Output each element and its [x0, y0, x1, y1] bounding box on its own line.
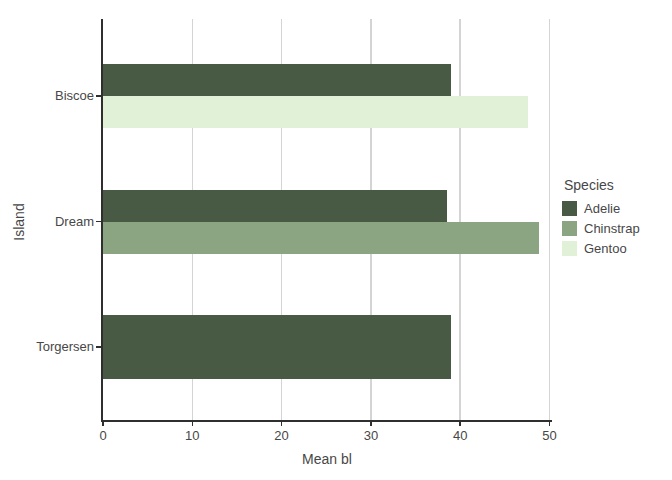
legend-entry-gentoo: Gentoo	[562, 238, 640, 258]
y-tick-torgersen	[96, 346, 101, 348]
x-tick-10	[192, 422, 194, 426]
legend-label-adelie: Adelie	[584, 201, 620, 216]
x-axis-title: Mean bl	[302, 451, 352, 467]
legend-entry-chinstrap: Chinstrap	[562, 218, 640, 238]
x-tick-label-20: 20	[274, 428, 288, 443]
x-tick-0	[102, 422, 104, 426]
x-tick-label-0: 0	[99, 428, 106, 443]
bar-chart: 01020304050BiscoeDreamTorgersen Island M…	[0, 0, 672, 480]
bar-torgersen-adelie	[103, 315, 451, 379]
legend-label-gentoo: Gentoo	[584, 241, 627, 256]
x-tick-label-40: 40	[453, 428, 467, 443]
legend-entry-adelie: Adelie	[562, 198, 640, 218]
y-axis-line	[101, 19, 103, 422]
x-tick-50	[549, 422, 551, 426]
bar-dream-chinstrap	[103, 222, 539, 254]
y-tick-label-torgersen: Torgersen	[0, 339, 94, 355]
legend: Species Adelie Chinstrap Gentoo	[562, 177, 640, 258]
legend-swatch-gentoo	[562, 241, 577, 256]
x-tick-30	[370, 422, 372, 426]
legend-swatch-adelie	[562, 201, 577, 216]
bar-dream-adelie	[103, 190, 447, 222]
y-tick-biscoe	[96, 95, 101, 97]
legend-entries: Adelie Chinstrap Gentoo	[562, 198, 640, 258]
x-tick-40	[459, 422, 461, 426]
x-tick-label-10: 10	[185, 428, 199, 443]
y-tick-dream	[96, 221, 101, 223]
x-tick-20	[281, 422, 283, 426]
bar-biscoe-adelie	[103, 64, 451, 96]
legend-title: Species	[564, 177, 640, 193]
legend-swatch-chinstrap	[562, 221, 577, 236]
x-tick-label-50: 50	[542, 428, 556, 443]
bar-biscoe-gentoo	[103, 96, 528, 128]
y-axis-title: Island	[11, 203, 27, 240]
x-axis-line	[101, 420, 552, 422]
x-tick-label-30: 30	[364, 428, 378, 443]
gridline-x-50	[549, 19, 551, 420]
legend-label-chinstrap: Chinstrap	[584, 221, 640, 236]
y-tick-label-biscoe: Biscoe	[0, 88, 94, 104]
gridline-x-40	[459, 19, 461, 420]
